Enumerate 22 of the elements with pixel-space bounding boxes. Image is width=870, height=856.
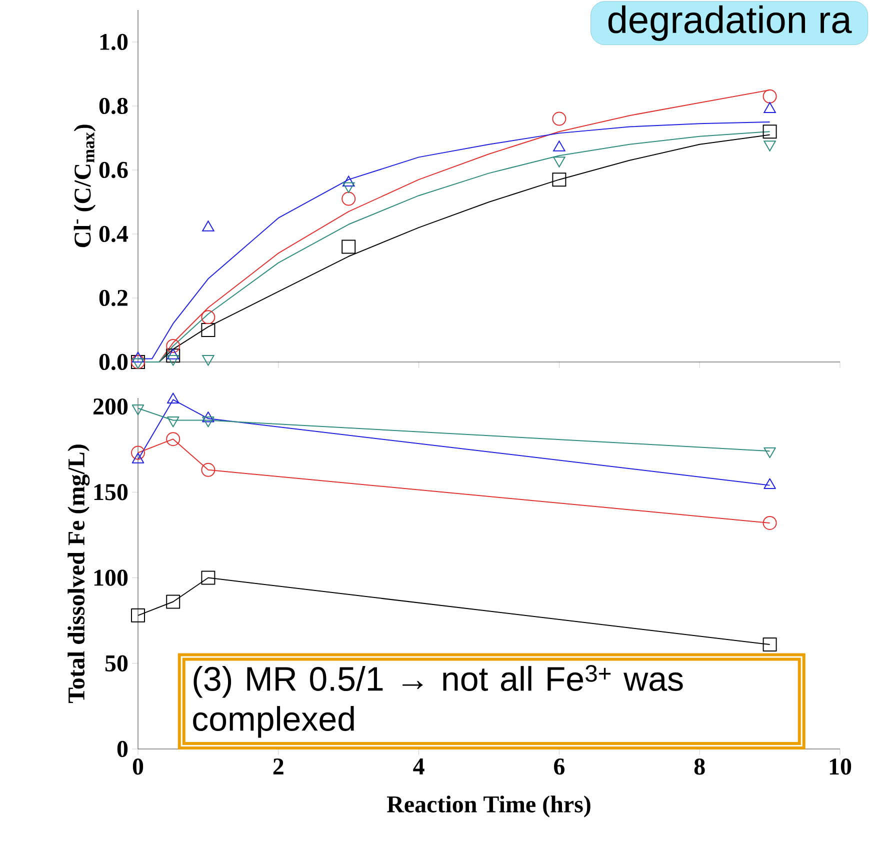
y-axis-title: Total dissolved Fe (mg/L): [68, 444, 90, 704]
y-tick-label: 50: [105, 655, 128, 672]
y-tick-label: 0.6: [99, 162, 128, 178]
y-tick-label: 100: [94, 570, 128, 586]
x-tick-label: 0: [132, 758, 144, 775]
y-tick-label: 200: [93, 398, 128, 415]
annotation: degradation ra: [608, 5, 852, 41]
y-tick-label: 0.0: [99, 354, 128, 370]
x-tick-label: 6: [554, 758, 564, 775]
x-tick-label: 2: [273, 758, 284, 774]
y-tick-label: 0.2: [99, 290, 128, 306]
y-tick-label: 1.0: [100, 34, 128, 50]
y-tick-label: 0: [117, 740, 128, 758]
y-tick-label: 150: [94, 484, 128, 500]
x-axis-title: Reaction Time (hrs): [386, 796, 590, 818]
y-tick-label: 0.4: [99, 226, 128, 242]
y-axis-title: Cl$^{-}$ (C/C$_{max}$): [74, 124, 96, 248]
y-tick-label: 0.8: [99, 98, 128, 114]
x-tick-label: 10: [830, 758, 852, 775]
text: (3) MR 0.5/1 → not all Fe$^{3+}$ was complexed: [193, 665, 683, 738]
x-tick-label: 4: [413, 758, 424, 774]
x-tick-label: 8: [694, 758, 705, 775]
